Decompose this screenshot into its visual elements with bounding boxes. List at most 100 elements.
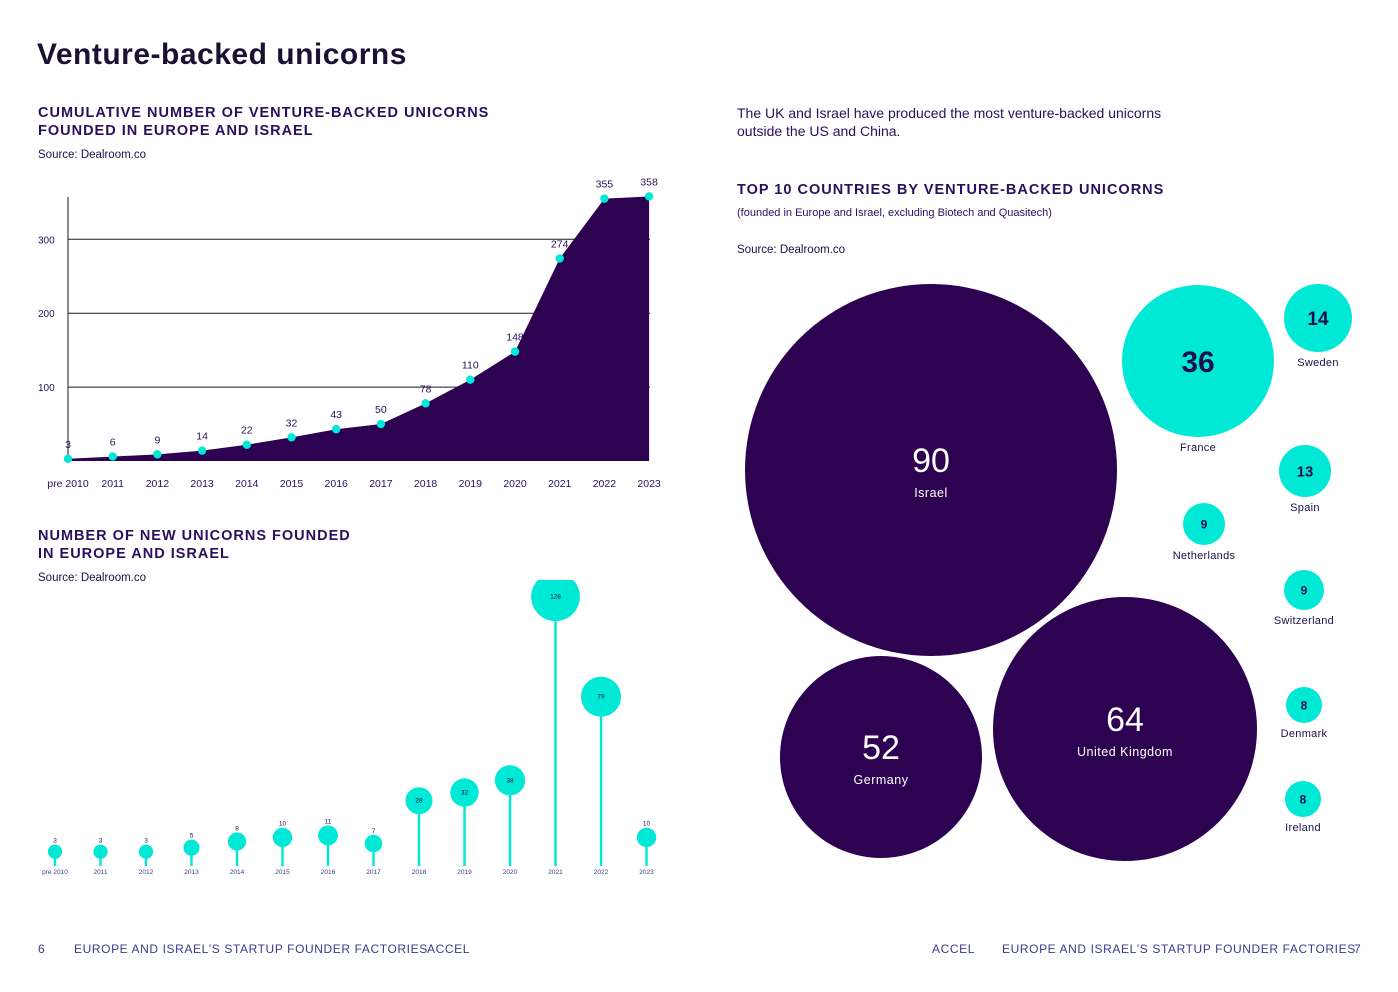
country-bubble — [1122, 285, 1274, 437]
lollipop-bubble — [450, 778, 479, 807]
footer-report-right: EUROPE AND ISRAEL'S STARTUP FOUNDER FACT… — [1002, 942, 1356, 956]
x-tick-label: 2015 — [275, 869, 290, 876]
x-tick-label: pre 2010 — [42, 869, 68, 876]
bubble-value-label: 5 — [190, 833, 194, 840]
data-point — [376, 419, 386, 429]
x-tick-label: 2012 — [139, 869, 154, 876]
lollipop-bubble — [581, 676, 621, 717]
country-bubble — [1286, 687, 1322, 723]
page-title: Venture-backed unicorns — [37, 38, 407, 71]
lollipop-bubble — [364, 834, 383, 853]
cumulative-area — [68, 196, 650, 462]
data-label: 9 — [154, 434, 160, 446]
chart2-title-line1: NUMBER OF NEW UNICORNS FOUNDED — [38, 528, 351, 544]
bubble-value: 14 — [1307, 309, 1329, 330]
data-label: 43 — [330, 409, 342, 421]
country-name: France — [1180, 442, 1216, 454]
footer-report-left: EUROPE AND ISRAEL'S STARTUP FOUNDER FACT… — [74, 942, 428, 956]
bubble-value-label: 10 — [643, 821, 651, 828]
footer-brand-right: ACCEL — [932, 942, 976, 956]
country-bubble — [993, 597, 1257, 861]
x-tick-label: 2017 — [369, 478, 393, 490]
data-point — [466, 375, 475, 384]
bubble-value: 52 — [862, 729, 900, 767]
footer-page-number-right: 7 — [1354, 942, 1362, 956]
y-tick-label: 300 — [38, 235, 55, 246]
x-tick-label: 2016 — [325, 478, 349, 490]
data-point — [242, 440, 251, 449]
data-point — [421, 399, 430, 408]
data-point — [510, 347, 520, 356]
x-tick-label: 2019 — [459, 478, 483, 490]
data-point — [287, 433, 296, 442]
bubble-value-label: 3 — [99, 838, 103, 845]
data-point — [555, 254, 564, 263]
bubble-value: 8 — [1301, 698, 1308, 712]
x-tick-label: 2018 — [412, 869, 427, 876]
lollipop-bubble — [318, 825, 338, 846]
data-label: 78 — [420, 383, 432, 395]
bubble-value: 90 — [912, 442, 950, 480]
chart3-subtitle: (founded in Europe and Israel, excluding… — [737, 207, 1052, 219]
bubble-value-label: 38 — [506, 777, 514, 784]
x-tick-label: 2022 — [594, 869, 609, 876]
x-tick-label: 2015 — [280, 478, 304, 490]
bubble-value-label: 79 — [597, 694, 605, 701]
bubble-value: 9 — [1301, 583, 1308, 597]
data-label: 358 — [640, 176, 658, 188]
cumulative-area-chart: 100 200 300 3 pre 2010 6 2011 9 2012 14 2013 22 2014… — [38, 176, 661, 490]
country-name: Israel — [914, 486, 948, 500]
x-tick-label: 2013 — [184, 869, 199, 876]
country-name: Germany — [854, 773, 909, 787]
x-tick-label: 2011 — [101, 478, 124, 490]
chart2-title: NUMBER OF NEW UNICORNS FOUNDED IN EUROPE… — [38, 527, 351, 563]
data-point — [197, 446, 207, 455]
country-name: Denmark — [1281, 728, 1328, 740]
data-point — [600, 194, 609, 203]
chart1-title-line1: CUMULATIVE NUMBER OF VENTURE-BACKED UNIC… — [38, 105, 490, 121]
lollipop-bubble — [47, 844, 63, 859]
lollipop-bubble — [227, 832, 247, 851]
country-name: Ireland — [1285, 822, 1321, 834]
bubble-value: 13 — [1297, 463, 1314, 480]
data-label: 22 — [241, 425, 253, 437]
x-tick-label: 2013 — [190, 478, 214, 490]
x-tick-label: 2020 — [503, 478, 527, 490]
chart1-title: CUMULATIVE NUMBER OF VENTURE-BACKED UNIC… — [38, 104, 489, 140]
bubble-value-label: 8 — [235, 825, 239, 832]
x-tick-label: 2023 — [637, 478, 661, 490]
chart3-source: Source: Dealroom.co — [737, 244, 846, 256]
data-label: 148 — [506, 332, 524, 344]
data-point — [153, 450, 162, 459]
x-tick-label: 2020 — [503, 869, 518, 876]
country-bubble — [1284, 284, 1352, 352]
footer-page-number-left: 6 — [38, 942, 46, 956]
x-tick-label: 2022 — [593, 478, 617, 490]
data-point — [644, 192, 654, 201]
x-tick-label: pre 2010 — [47, 478, 89, 490]
x-tick-label: 2014 — [235, 478, 259, 490]
country-name: Spain — [1290, 502, 1320, 514]
x-tick-label: 2019 — [457, 869, 472, 876]
bubble-value-label: 28 — [415, 798, 423, 805]
country-bubble — [1279, 445, 1331, 497]
country-bubble — [780, 656, 982, 858]
country-name: United Kingdom — [1077, 745, 1173, 759]
country-name: Switzerland — [1274, 615, 1334, 627]
data-label: 14 — [196, 431, 208, 443]
lollipop-bubble — [494, 765, 526, 796]
bubble-value-label: 3 — [53, 838, 57, 845]
lollipop-bubble — [183, 839, 200, 856]
bubble-value: 64 — [1106, 701, 1144, 739]
bubble-value-label: 32 — [461, 790, 469, 797]
lollipop-bubble — [636, 827, 657, 848]
data-label: 32 — [286, 417, 298, 429]
lollipop-bubble — [531, 580, 580, 622]
x-tick-label: 2012 — [146, 478, 170, 490]
data-point — [332, 425, 341, 434]
country-bubble — [1284, 570, 1324, 610]
country-name: Netherlands — [1173, 550, 1236, 562]
data-label: 6 — [110, 437, 116, 449]
y-tick-label: 100 — [38, 383, 55, 394]
bubble-value-label: 10 — [279, 821, 287, 828]
